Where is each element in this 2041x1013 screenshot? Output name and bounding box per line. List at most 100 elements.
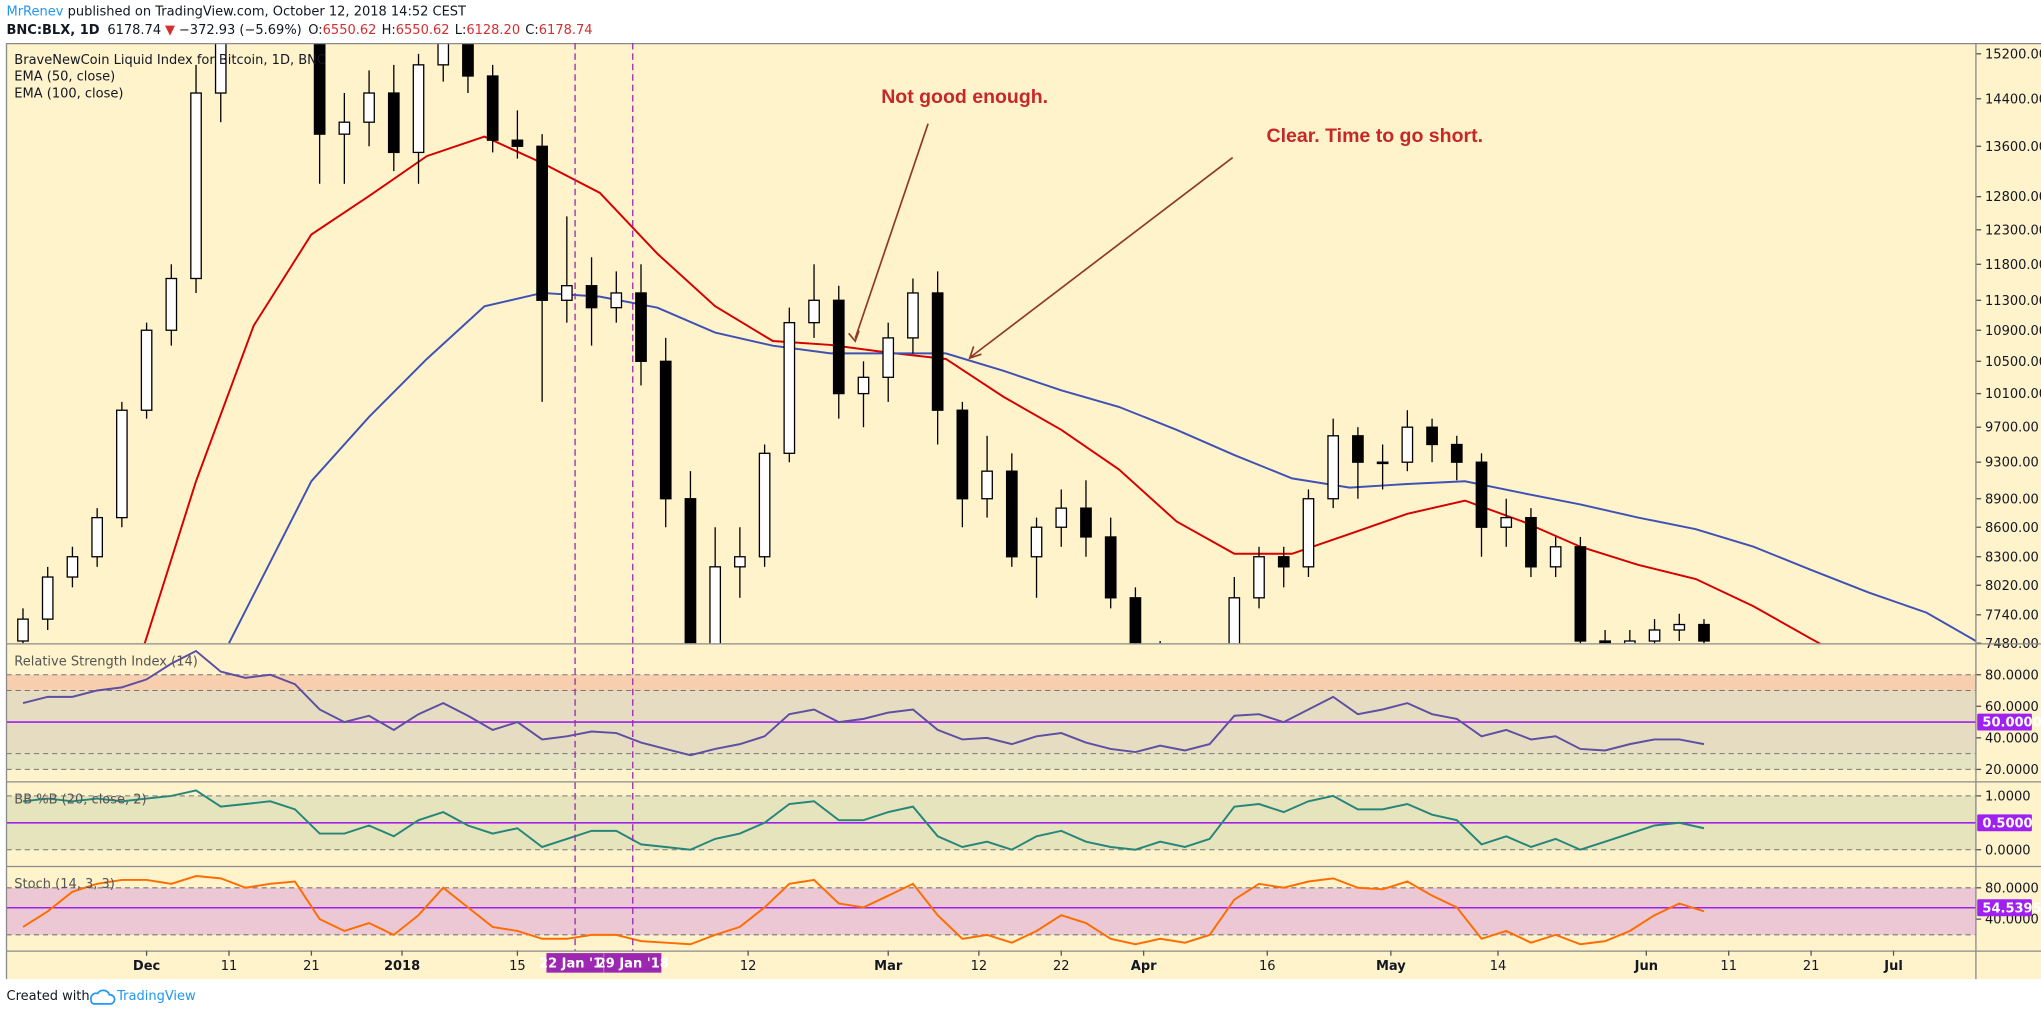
candle-body <box>1623 640 1636 644</box>
candle-body <box>783 321 796 454</box>
y-tick-label: 40.0000 <box>1985 731 2039 746</box>
candle-body <box>931 292 944 411</box>
arrow <box>854 123 929 339</box>
candle-body <box>17 618 29 642</box>
x-tick-label: Mar <box>874 959 903 974</box>
ohlc-value: 6550.62 <box>396 23 450 38</box>
annotations: Not good enough. Clear. Time to go short… <box>848 86 1483 360</box>
candle-body <box>1302 498 1315 568</box>
ohlc-value: 6550.62 <box>323 23 377 38</box>
y-tick-label: 80.0000 <box>1985 881 2039 896</box>
y-tick-label: 80.0000 <box>1985 668 2039 683</box>
x-tick-label: 14 <box>1490 959 1507 974</box>
candle-body <box>363 92 375 123</box>
y-tick-label: 12800.00 <box>1985 190 2041 205</box>
x-tick-label: Jun <box>1634 959 1658 974</box>
x-tick-label: May <box>1376 959 1406 974</box>
candle-body <box>956 409 969 500</box>
y-tick-label: 9300.00 <box>1985 456 2039 471</box>
candle-body <box>659 360 672 500</box>
symbol: BNC:BLX, 1D <box>7 23 100 38</box>
legend-title: BraveNewCoin Liquid Index for Bitcoin, 1… <box>14 53 326 68</box>
ohlc-label: O: <box>308 23 322 38</box>
x-tick-label: 15 <box>509 959 526 974</box>
indicator-title: BB %B (20, close, 2) <box>14 792 146 807</box>
y-tick-label: 8020.00 <box>1985 579 2039 594</box>
candle-body <box>1352 435 1364 463</box>
ohlc-value: 6128.20 <box>466 23 520 38</box>
x-tick-label: 11 <box>1720 959 1737 974</box>
candle-body <box>387 92 400 154</box>
legend-entry: EMA (100, close) <box>14 87 123 102</box>
midline-label: 50.0000 <box>1982 716 2041 731</box>
x-tick-label: 2018 <box>384 959 420 974</box>
ohlc-value: 6178.74 <box>539 23 593 38</box>
candle-body <box>140 329 153 411</box>
candle-body <box>981 470 993 500</box>
candle-body <box>1500 516 1513 528</box>
y-tick-label: 11300.00 <box>1985 294 2041 309</box>
indicator-line <box>22 789 1705 851</box>
candle-body <box>462 42 474 77</box>
indicator-pane <box>6 789 1976 851</box>
candle-body <box>560 285 573 301</box>
candle-body <box>486 75 499 141</box>
candle-body <box>1401 426 1414 463</box>
y-tick-label: 14400.00 <box>1985 92 2041 107</box>
indicator-band <box>6 887 1976 935</box>
change-arrow: ▼ <box>165 23 175 38</box>
y-tick-label: 0.0000 <box>1985 843 2030 858</box>
indicator-pane <box>6 875 1976 946</box>
candle-body <box>1376 461 1389 465</box>
candle-body <box>832 299 845 395</box>
y-tick-label: 10900.00 <box>1985 324 2041 339</box>
candle-body <box>1698 623 1710 642</box>
x-tick-label: 22 <box>1053 959 1070 974</box>
y-tick-label: 12300.00 <box>1985 223 2041 238</box>
y-tick-label: 15200.00 <box>1985 47 2041 62</box>
indicator-line <box>22 875 1705 946</box>
candle-body <box>684 498 697 644</box>
ohlc-label: L: <box>455 23 467 38</box>
published: published on TradingView.com, October 12… <box>63 5 466 20</box>
indicator-title: Relative Strength Index (14) <box>14 654 198 669</box>
indicator-title: Stoch (14, 3, 3) <box>14 877 115 892</box>
candle-body <box>313 42 326 135</box>
y-tick-label: 8900.00 <box>1985 492 2039 507</box>
footer-brand[interactable]: TradingView <box>116 989 196 1004</box>
time-axis-background <box>6 950 2041 980</box>
y-tick-label: 7740.00 <box>1985 608 2039 623</box>
annotation: Not good enough. <box>881 86 1048 108</box>
midline-label-box <box>1977 814 2032 832</box>
candle-body <box>1426 426 1438 446</box>
candle-body <box>1228 597 1241 644</box>
y-tick-label: 8600.00 <box>1985 521 2039 536</box>
date-marker-label: 22 Jan '18 <box>539 956 611 971</box>
author[interactable]: MrRenev <box>7 5 64 20</box>
candle-body <box>1327 435 1340 500</box>
candle-body <box>1599 640 1611 644</box>
date-marker-box <box>546 953 604 973</box>
y-tick-label: 60.0000 <box>1985 700 2039 715</box>
candle-body <box>1475 461 1488 528</box>
candle-body <box>412 64 425 154</box>
candle-body <box>1525 516 1537 568</box>
legend-entry: EMA (50, close) <box>14 70 115 85</box>
candle-body <box>808 299 820 324</box>
candle-body <box>165 277 178 331</box>
candle-body <box>1080 507 1092 538</box>
candle-body <box>610 292 623 309</box>
tradingview-logo <box>90 989 116 1005</box>
indicator-pane <box>6 649 1976 770</box>
x-tick-label: Apr <box>1131 959 1157 974</box>
y-tick-label: 20.0000 <box>1985 763 2039 778</box>
y-tick-label: 40.0000 <box>1985 913 2039 928</box>
x-tick-label: Dec <box>133 959 160 974</box>
candle-body <box>190 92 202 280</box>
candle-body <box>1673 623 1686 631</box>
ohlc-label: C: <box>525 23 538 38</box>
candle-body <box>1030 526 1043 558</box>
candle-body <box>635 292 647 362</box>
candle-body <box>1005 470 1018 558</box>
